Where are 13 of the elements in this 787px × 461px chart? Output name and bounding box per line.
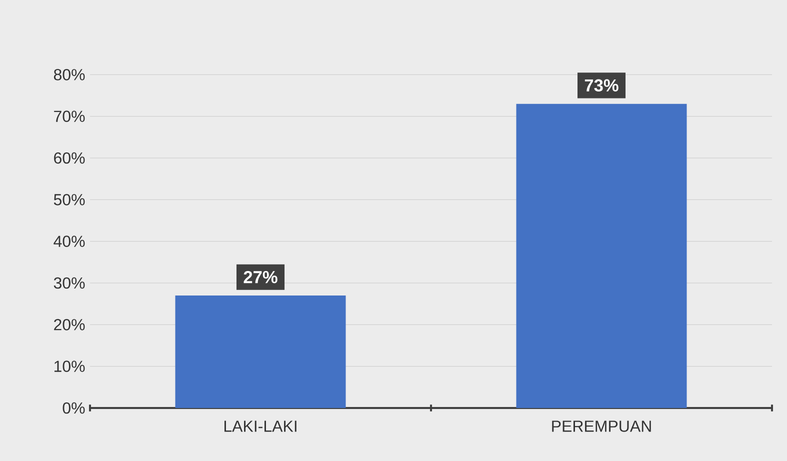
y-tick-label: 30% (54, 277, 85, 289)
data-label: 73% (584, 79, 618, 92)
y-tick-label: 40% (54, 236, 85, 247)
y-tick-label: 10% (54, 360, 85, 372)
y-tick-label: 20% (54, 319, 85, 330)
y-tick-label: 0% (62, 402, 85, 414)
y-tick-label: 60% (54, 152, 85, 164)
x-tick-label: LAKI-LAKI (224, 420, 296, 432)
x-tick-label: PEREMPUAN (552, 420, 651, 432)
y-tick-label: 50% (54, 194, 85, 206)
y-tick-label: 70% (54, 110, 85, 122)
y-tick-label: 80% (54, 69, 85, 80)
data-label: 27% (244, 270, 278, 284)
